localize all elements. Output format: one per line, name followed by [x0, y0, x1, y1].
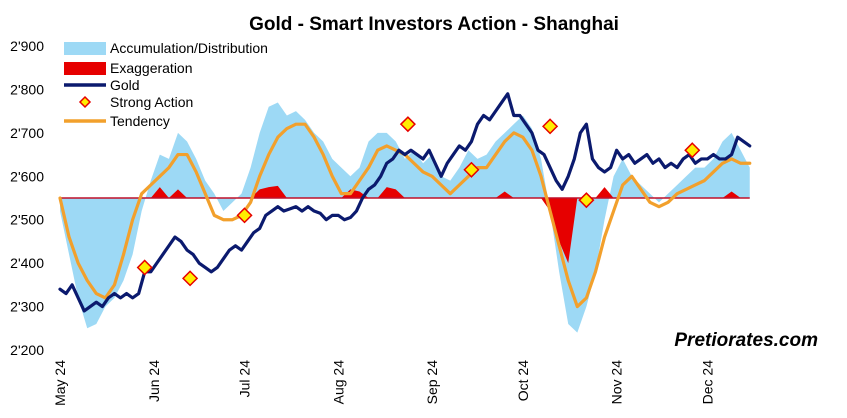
y-tick-label: 2'500 [10, 212, 44, 228]
watermark: Pretiorates.com [674, 330, 818, 351]
y-tick-label: 2'400 [10, 255, 44, 271]
x-tick-label: Nov 24 [609, 360, 625, 405]
strong-action-marker [136, 259, 153, 276]
gold-line [58, 92, 752, 313]
x-tick-label: Jun 24 [146, 360, 162, 402]
legend-swatch [64, 62, 106, 75]
y-tick-label: 2'200 [10, 342, 44, 358]
strong-action-marker [236, 207, 253, 224]
y-tick-label: 2'800 [10, 81, 44, 97]
area-layer [60, 102, 750, 333]
x-axis: May 24 Jun 24 Jul 24 Aug 24 Sep 24 Oct 24 Nov … [52, 360, 715, 406]
legend-label: Gold [110, 77, 140, 93]
legend-label: Accumulation/Distribution [110, 40, 268, 56]
line-layer [58, 92, 752, 313]
legend-label: Exaggeration [110, 60, 193, 76]
y-tick-label: 2'700 [10, 125, 44, 141]
strong-action-marker [463, 161, 480, 178]
marker-layer [136, 116, 701, 287]
strong-action-marker [399, 116, 416, 133]
strong-action-marker [578, 192, 595, 209]
chart-title: Gold - Smart Investors Action - Shanghai [249, 14, 619, 35]
strong-action-marker [182, 270, 199, 287]
y-axis: 2'900 2'800 2'700 2'600 2'500 2'400 2'300 2'200 [10, 38, 44, 358]
x-tick-label: May 24 [52, 360, 68, 406]
strong-action-marker [542, 118, 559, 135]
y-tick-label: 2'900 [10, 38, 44, 54]
strong-action-marker [684, 142, 701, 159]
y-tick-label: 2'600 [10, 168, 44, 184]
x-tick-label: Aug 24 [330, 360, 346, 405]
x-tick-label: Jul 24 [237, 360, 253, 398]
legend-swatch [64, 42, 106, 55]
legend-label: Tendency [110, 113, 170, 129]
accumulation-distribution-area [60, 102, 750, 333]
legend: Accumulation/Distribution ExaggerationGol… [64, 40, 268, 129]
x-tick-label: Sep 24 [424, 360, 440, 405]
y-tick-label: 2'300 [10, 299, 44, 315]
legend-swatch [78, 95, 92, 109]
x-tick-label: Oct 24 [515, 360, 531, 401]
x-tick-label: Dec 24 [699, 360, 715, 405]
tendency-line [58, 122, 752, 309]
legend-label: Strong Action [110, 94, 193, 110]
